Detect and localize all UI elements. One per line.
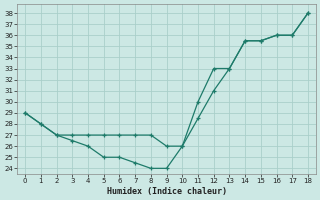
- X-axis label: Humidex (Indice chaleur): Humidex (Indice chaleur): [107, 187, 227, 196]
